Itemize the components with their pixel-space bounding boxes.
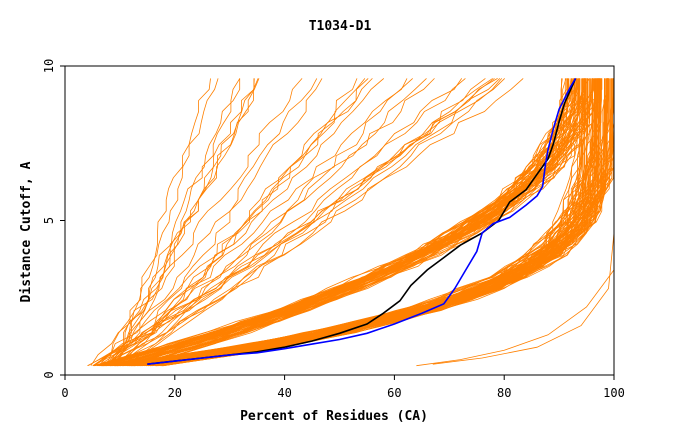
model-curve-159: [130, 78, 586, 367]
model-curve-outlier-1: [432, 232, 615, 365]
model-curve-25: [104, 78, 318, 366]
model-curve-69: [130, 78, 584, 367]
model-curve-70: [103, 78, 581, 367]
y-tick-label-0: 0: [42, 371, 56, 378]
model-curve-152: [102, 78, 595, 367]
model-curve-3: [92, 78, 373, 367]
model-curve-6: [105, 78, 219, 366]
model-curve-12: [87, 78, 503, 367]
model-curve-60: [118, 78, 574, 367]
model-curve-10: [114, 78, 358, 367]
model-curve-85: [101, 78, 570, 367]
x-tick-label-80: 80: [497, 386, 511, 400]
model-curve-49: [92, 78, 596, 367]
model-curve-14: [98, 78, 385, 366]
model-curve-71: [100, 78, 580, 367]
model-curve-5: [108, 78, 427, 366]
model-curve-16: [116, 78, 486, 367]
y-axis-label: Distance Cutoff, A: [19, 161, 34, 302]
model-curve-87: [129, 78, 575, 367]
y-axis-ticks: 0 5 10: [42, 59, 65, 379]
model-curve-9: [116, 78, 323, 366]
x-tick-label-40: 40: [277, 386, 291, 400]
x-tick-label-60: 60: [387, 386, 401, 400]
model-curve-20: [93, 78, 495, 367]
model-curve-19: [111, 78, 366, 366]
model-curve-13: [93, 78, 493, 367]
model-curve-24: [117, 78, 413, 367]
model-curve-172: [122, 78, 601, 367]
x-tick-label-0: 0: [61, 386, 68, 400]
model-curve-170: [114, 78, 591, 367]
model-curves: [87, 78, 615, 367]
x-axis-label: Percent of Residues (CA): [240, 409, 428, 424]
model-curve-28: [114, 78, 255, 366]
y-tick-label-10: 10: [42, 59, 56, 73]
model-curve-15: [92, 78, 466, 367]
chart-title: T1034-D1: [309, 19, 372, 34]
model-curve-94: [106, 78, 582, 367]
model-curve-88: [141, 78, 569, 367]
x-axis-ticks: 0 20 40 60 80 100: [61, 375, 625, 400]
model-curve-outlier-0: [416, 269, 615, 367]
model-curve-157: [148, 78, 586, 367]
model-curve-8: [94, 78, 435, 367]
model-curve-26: [100, 78, 524, 367]
highlight-curves: [147, 77, 577, 365]
model-curve-32: [111, 78, 572, 367]
x-tick-label-100: 100: [603, 386, 625, 400]
y-tick-label-5: 5: [42, 217, 56, 224]
highlight-curve-1: [147, 77, 577, 365]
model-curve-22: [119, 78, 505, 367]
model-curve-31: [103, 78, 580, 367]
model-curve-173: [111, 78, 580, 367]
model-curve-21: [108, 78, 241, 366]
model-curve-1: [112, 78, 501, 367]
model-curve-2: [110, 78, 463, 367]
x-tick-label-20: 20: [168, 386, 182, 400]
model-curve-179: [134, 78, 607, 367]
highlight-curve-0: [147, 78, 577, 365]
model-curve-29: [90, 78, 303, 366]
